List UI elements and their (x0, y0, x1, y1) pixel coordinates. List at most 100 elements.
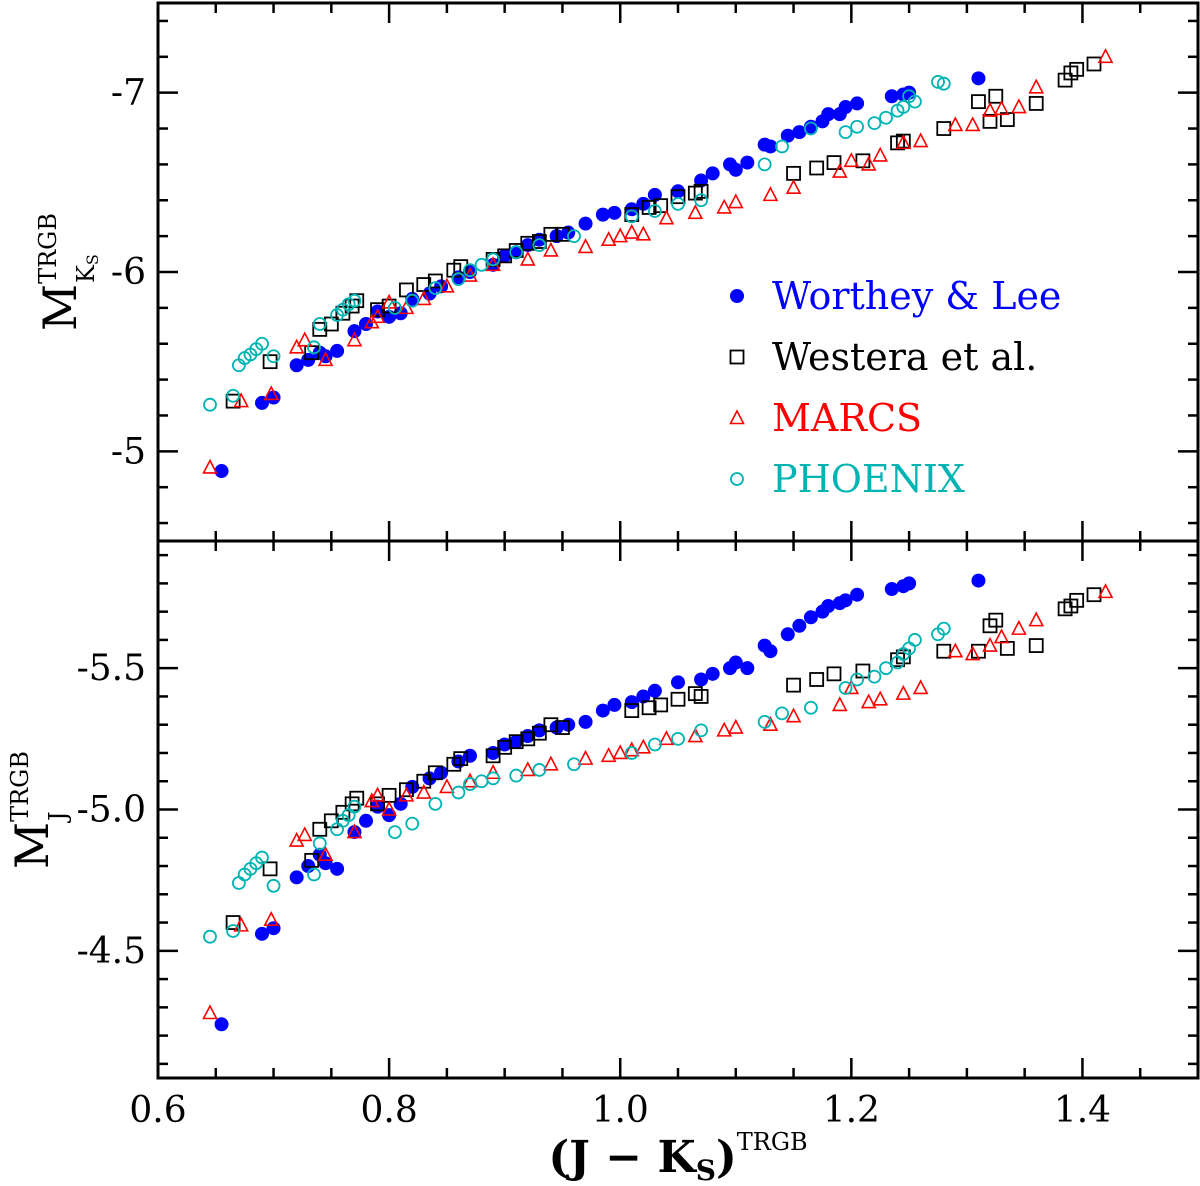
data-point (296, 826, 313, 842)
data-point (359, 317, 373, 332)
data-point (347, 293, 362, 308)
data-point (728, 162, 743, 177)
data-point (623, 223, 640, 239)
data-point (255, 926, 269, 941)
data-point (203, 397, 217, 412)
data-point (624, 209, 639, 224)
data-point (635, 738, 652, 754)
data-point (381, 800, 397, 816)
data-point (1028, 96, 1044, 111)
data-point (266, 921, 281, 936)
data-point (896, 100, 911, 114)
data-point (451, 272, 466, 287)
top-panel: -5 -6 -7 MTRGB KS Worthey & Lee Westera et a… (33, 1, 1200, 543)
data-point (347, 324, 362, 339)
data-point (595, 703, 610, 718)
data-point (792, 618, 807, 633)
data-point (398, 786, 415, 802)
data-point (728, 655, 743, 670)
data-point (214, 464, 229, 479)
data-point (931, 75, 945, 89)
data-point (463, 263, 477, 278)
data-point (486, 771, 501, 786)
data-point (867, 116, 882, 131)
data-point (647, 737, 662, 752)
bottom-panel-points (202, 573, 1114, 1032)
data-point (879, 110, 893, 125)
xlabel-tail: ) (716, 1132, 737, 1183)
legend-marker (730, 289, 744, 303)
data-point (233, 916, 250, 932)
data-point (641, 700, 657, 716)
top-ylabel-base: M (33, 284, 87, 331)
data-point (225, 393, 241, 409)
data-point (694, 723, 709, 738)
data-point (763, 644, 778, 659)
data-point (578, 216, 593, 231)
data-point (532, 238, 547, 253)
data-point (363, 313, 380, 329)
data-point (775, 139, 789, 154)
legend-entry: MARCS (729, 396, 922, 440)
data-point (785, 178, 802, 195)
data-point (757, 157, 772, 172)
data-point (203, 929, 217, 944)
data-point (936, 621, 951, 636)
data-point (399, 782, 414, 798)
bottom-ylabel-sub: J (44, 811, 72, 824)
data-point (792, 125, 807, 140)
data-point (607, 697, 622, 712)
data-point (1069, 592, 1085, 608)
x-tick-label: 0.6 (129, 1090, 186, 1131)
data-point (226, 388, 241, 403)
data-point (671, 196, 685, 211)
data-point (398, 299, 415, 315)
xlabel-main: (J − K (548, 1132, 697, 1183)
data-point (485, 748, 501, 764)
data-point (567, 229, 581, 244)
x-axis-label: (J − KS)TRGB (548, 1128, 807, 1186)
data-point (317, 351, 334, 367)
bottom-panel-frame (156, 539, 1200, 1080)
y-tick-label: -7 (111, 73, 146, 114)
top-panel-frame (156, 1, 1200, 543)
data-point (993, 628, 1010, 644)
data-point (624, 703, 640, 718)
data-point (531, 725, 547, 741)
legend-label: PHOENIX (772, 457, 965, 501)
data-point (289, 870, 304, 885)
data-point (658, 730, 675, 746)
data-point (988, 88, 1004, 104)
top-panel-points (202, 48, 1114, 479)
data-point (330, 861, 345, 876)
data-point (826, 155, 842, 171)
data-point (387, 300, 402, 315)
data-point (705, 166, 720, 181)
data-point (508, 734, 524, 750)
data-point (872, 690, 889, 706)
data-point (902, 576, 917, 591)
data-point (716, 721, 733, 737)
data-point (831, 162, 848, 178)
bottom-ylabel-sup: TRGB (6, 751, 34, 822)
data-point (428, 281, 443, 296)
data-point (567, 757, 581, 772)
data-point (687, 204, 704, 220)
legend-entry: Westera et al. (729, 335, 1037, 379)
data-point (312, 836, 327, 851)
data-point (1011, 98, 1027, 114)
data-point (1097, 583, 1114, 599)
data-point (838, 681, 853, 695)
data-point (405, 816, 420, 831)
data-point (1086, 56, 1102, 72)
top-ylabel-sub: K (72, 264, 100, 283)
data-point (860, 155, 877, 171)
data-point (850, 587, 865, 602)
data-point (624, 695, 639, 710)
legend-marker (729, 409, 745, 425)
data-point (884, 582, 899, 597)
x-tick-label: 0.8 (360, 1090, 417, 1131)
data-point (884, 89, 899, 104)
data-point (214, 1017, 229, 1032)
data-point (647, 204, 662, 218)
